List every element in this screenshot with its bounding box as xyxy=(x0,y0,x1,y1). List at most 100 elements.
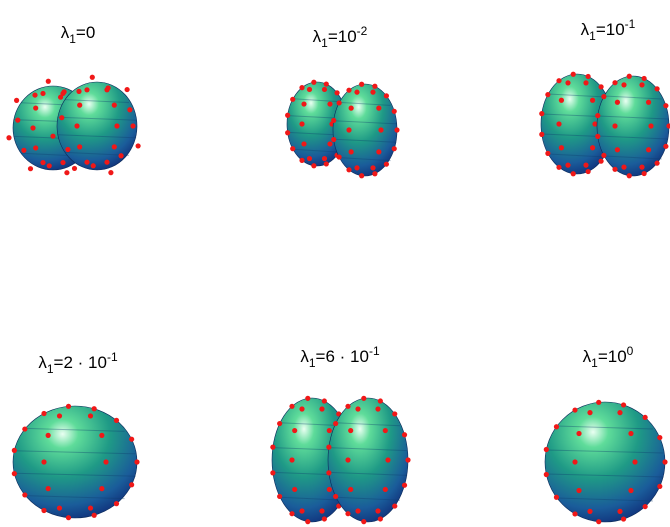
vertex xyxy=(305,396,310,401)
vertex xyxy=(15,117,20,122)
vertex xyxy=(392,109,397,114)
vertex xyxy=(333,494,338,499)
vertex xyxy=(136,143,141,148)
lobe xyxy=(13,406,137,518)
superscript: 0 xyxy=(627,344,634,358)
vertex xyxy=(586,74,591,79)
vertex xyxy=(590,145,595,150)
vertex xyxy=(617,509,622,514)
vertex xyxy=(628,488,633,493)
vertex xyxy=(77,144,82,149)
vertex xyxy=(354,90,359,95)
vertex xyxy=(129,482,134,487)
vertex xyxy=(539,132,544,137)
vertex xyxy=(64,170,69,175)
vertex xyxy=(290,97,295,102)
vertex xyxy=(299,121,304,126)
vertex xyxy=(319,406,324,411)
vertex xyxy=(22,492,27,497)
vertex xyxy=(21,148,26,153)
panel-label: λ1=100 xyxy=(583,344,634,370)
label-text: =2 · 10 xyxy=(54,353,107,372)
vertex xyxy=(14,98,19,103)
vertex xyxy=(359,82,364,87)
vertex xyxy=(270,470,275,475)
vertex xyxy=(103,459,108,464)
vertex xyxy=(643,415,648,420)
vertex xyxy=(646,100,651,105)
vertex xyxy=(544,447,549,452)
vertex xyxy=(612,80,617,85)
label-text: =6 · 10 xyxy=(316,347,369,366)
vertex xyxy=(292,487,297,492)
vertex xyxy=(47,163,52,168)
vertex xyxy=(99,433,104,438)
vertex xyxy=(576,431,581,436)
vertex xyxy=(114,418,119,423)
superscript: -2 xyxy=(357,24,368,38)
vertex xyxy=(571,72,576,77)
lobe xyxy=(57,82,137,170)
vertex xyxy=(405,457,410,462)
vertex xyxy=(392,411,397,416)
vertex xyxy=(402,432,407,437)
vertex xyxy=(595,113,600,118)
vertex xyxy=(576,488,581,493)
vertex xyxy=(88,505,93,510)
vertex xyxy=(572,511,577,516)
vertex xyxy=(337,100,342,105)
vertex xyxy=(92,513,97,518)
vertex xyxy=(598,84,603,89)
vertex xyxy=(639,82,644,87)
shape xyxy=(12,404,140,521)
vertex xyxy=(66,515,71,520)
vertex xyxy=(299,406,304,411)
vertex xyxy=(125,87,130,92)
vertex xyxy=(378,127,383,132)
vertex xyxy=(326,445,331,450)
vertex xyxy=(392,503,397,508)
vertex xyxy=(88,413,93,418)
vertex xyxy=(331,118,336,123)
vertex xyxy=(84,160,89,165)
superscript: -1 xyxy=(625,17,636,31)
vertex xyxy=(12,471,17,476)
vertex xyxy=(72,166,77,171)
vertex xyxy=(359,173,364,178)
vertex xyxy=(571,171,576,176)
vertex xyxy=(41,508,46,513)
lobe xyxy=(545,402,665,522)
vertex xyxy=(307,87,312,92)
vertex xyxy=(345,404,350,409)
vertex xyxy=(639,165,644,170)
vertex xyxy=(657,435,662,440)
vertex xyxy=(299,508,304,513)
vertex xyxy=(654,161,659,166)
vertex xyxy=(324,161,329,166)
vertex xyxy=(354,165,359,170)
vertex xyxy=(301,141,306,146)
vertex xyxy=(33,105,38,110)
vertex xyxy=(601,94,606,99)
vertex xyxy=(50,134,55,139)
vertex xyxy=(289,404,294,409)
vertex xyxy=(615,100,620,105)
vertex xyxy=(612,167,617,172)
vertex xyxy=(394,127,399,132)
vertex xyxy=(104,87,109,92)
vertex xyxy=(383,428,388,433)
vertex xyxy=(305,519,310,524)
vertex xyxy=(324,81,329,86)
vertex xyxy=(545,151,550,156)
vertex xyxy=(84,87,89,92)
vertex xyxy=(598,159,603,164)
panel-label: λ1=2 · 10-1 xyxy=(38,350,118,376)
vertex xyxy=(384,162,389,167)
vertex xyxy=(108,170,113,175)
shape xyxy=(6,75,140,176)
vertex xyxy=(90,75,95,80)
vertex xyxy=(595,134,600,139)
vertex xyxy=(627,74,632,79)
vertex xyxy=(46,79,51,84)
vertex xyxy=(66,404,71,409)
